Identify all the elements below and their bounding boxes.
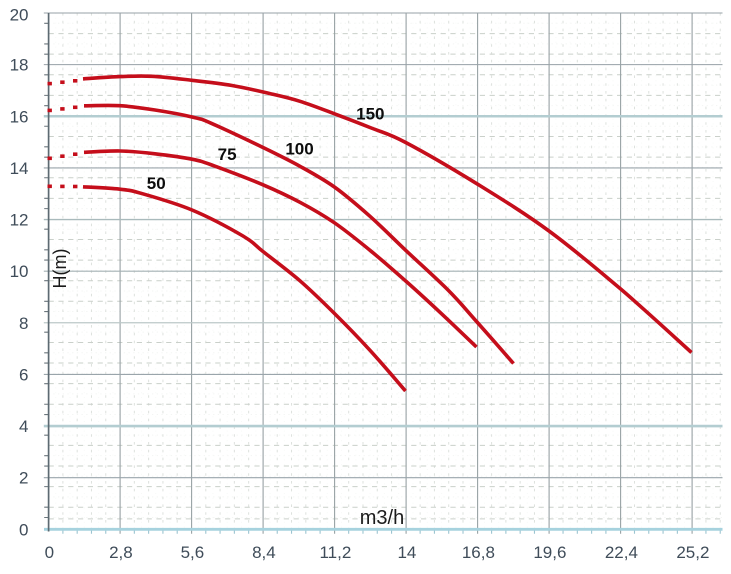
svg-text:50: 50 xyxy=(147,174,166,193)
svg-text:14: 14 xyxy=(10,159,29,178)
svg-text:m3/h: m3/h xyxy=(360,507,404,529)
svg-text:19,6: 19,6 xyxy=(533,543,566,562)
svg-text:6: 6 xyxy=(19,365,28,384)
svg-text:25,2: 25,2 xyxy=(676,543,709,562)
svg-text:8,4: 8,4 xyxy=(252,543,276,562)
svg-text:150: 150 xyxy=(356,104,384,123)
svg-text:14: 14 xyxy=(397,543,416,562)
svg-text:22,4: 22,4 xyxy=(605,543,638,562)
svg-text:2,8: 2,8 xyxy=(109,543,133,562)
svg-text:100: 100 xyxy=(285,139,313,158)
svg-text:20: 20 xyxy=(10,6,29,25)
svg-text:16: 16 xyxy=(10,107,29,126)
svg-text:5,6: 5,6 xyxy=(181,543,205,562)
svg-text:8: 8 xyxy=(19,314,28,333)
svg-text:0: 0 xyxy=(19,520,28,539)
svg-text:0: 0 xyxy=(45,543,54,562)
svg-text:12: 12 xyxy=(10,211,29,230)
svg-text:4: 4 xyxy=(19,417,28,436)
svg-text:2: 2 xyxy=(19,469,28,488)
svg-text:H(m): H(m) xyxy=(50,249,70,289)
svg-text:75: 75 xyxy=(218,145,237,164)
svg-text:11,2: 11,2 xyxy=(319,543,351,562)
svg-text:10: 10 xyxy=(10,262,29,281)
svg-text:16,8: 16,8 xyxy=(462,543,495,562)
svg-text:18: 18 xyxy=(10,56,29,75)
